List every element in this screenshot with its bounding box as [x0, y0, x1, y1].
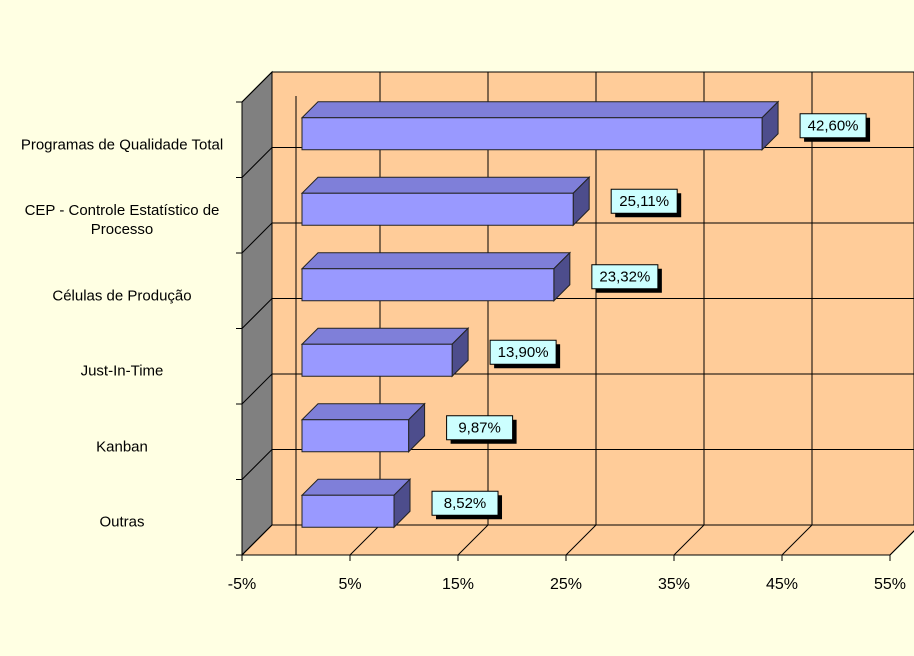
- bar: [300, 327, 470, 378]
- value-label: 42,60%: [808, 118, 859, 135]
- side-grid-line: [241, 222, 273, 254]
- bar: [300, 100, 780, 151]
- floor: [240, 524, 914, 556]
- floor-grid-line: [673, 524, 705, 556]
- bar: [300, 402, 426, 453]
- floor-grid-line: [241, 524, 273, 556]
- bar-top: [300, 327, 470, 345]
- side-grid-line: [241, 449, 273, 480]
- side-grid-line: [241, 147, 273, 178]
- x-tick-label: 25%: [550, 576, 582, 593]
- x-tick-label: 35%: [658, 576, 690, 593]
- y-tick-label: Células de Produção: [52, 287, 192, 305]
- value-label-box: [489, 339, 557, 365]
- bar-top: [300, 403, 426, 421]
- bar-front: [301, 268, 555, 302]
- value-label: 13,90%: [498, 344, 549, 361]
- x-tick-label: 15%: [442, 576, 474, 593]
- floor-grid-line: [349, 524, 381, 556]
- bar: [300, 251, 572, 302]
- value-label: 25,11%: [619, 193, 669, 210]
- side-grid-line: [241, 71, 273, 103]
- x-tick-label: -5%: [228, 576, 256, 593]
- floor-grid-line: [565, 524, 597, 556]
- floor-grid-line: [889, 530, 914, 556]
- x-tick-label: 45%: [766, 576, 798, 593]
- value-label: 9,87%: [458, 420, 501, 437]
- y-tick-label: Just-In-Time: [80, 362, 164, 380]
- y-tick-label: CEP - Controle Estatístico de Processo: [24, 202, 220, 239]
- side-grid-line: [241, 298, 273, 329]
- value-label-box: [610, 188, 678, 214]
- value-label: 8,52%: [444, 495, 487, 512]
- y-tick-label: Kanban: [96, 438, 148, 456]
- side-grid-line: [241, 373, 273, 405]
- bar-top: [300, 252, 572, 270]
- bar-top: [300, 478, 412, 496]
- value-label-box: [446, 415, 514, 441]
- bar: [300, 478, 412, 529]
- bar-front: [301, 419, 410, 453]
- value-label-box: [431, 490, 499, 516]
- y-tick-label: Outras: [99, 513, 145, 531]
- bar-front: [301, 343, 453, 377]
- bar: [300, 176, 591, 227]
- bar-top: [300, 101, 780, 119]
- x-tick-label: 55%: [874, 576, 906, 593]
- floor-grid-line: [781, 524, 813, 556]
- x-tick-label: 5%: [338, 576, 361, 593]
- y-tick-label: Programas de Qualidade Total: [20, 136, 224, 154]
- bar-front: [301, 117, 763, 151]
- value-label-box: [591, 264, 659, 290]
- floor-grid-line: [457, 524, 489, 556]
- bar-front: [301, 494, 395, 528]
- bar-front: [301, 192, 574, 226]
- value-label-box: [799, 113, 867, 139]
- bar-top: [300, 176, 591, 194]
- value-label: 23,32%: [599, 269, 650, 286]
